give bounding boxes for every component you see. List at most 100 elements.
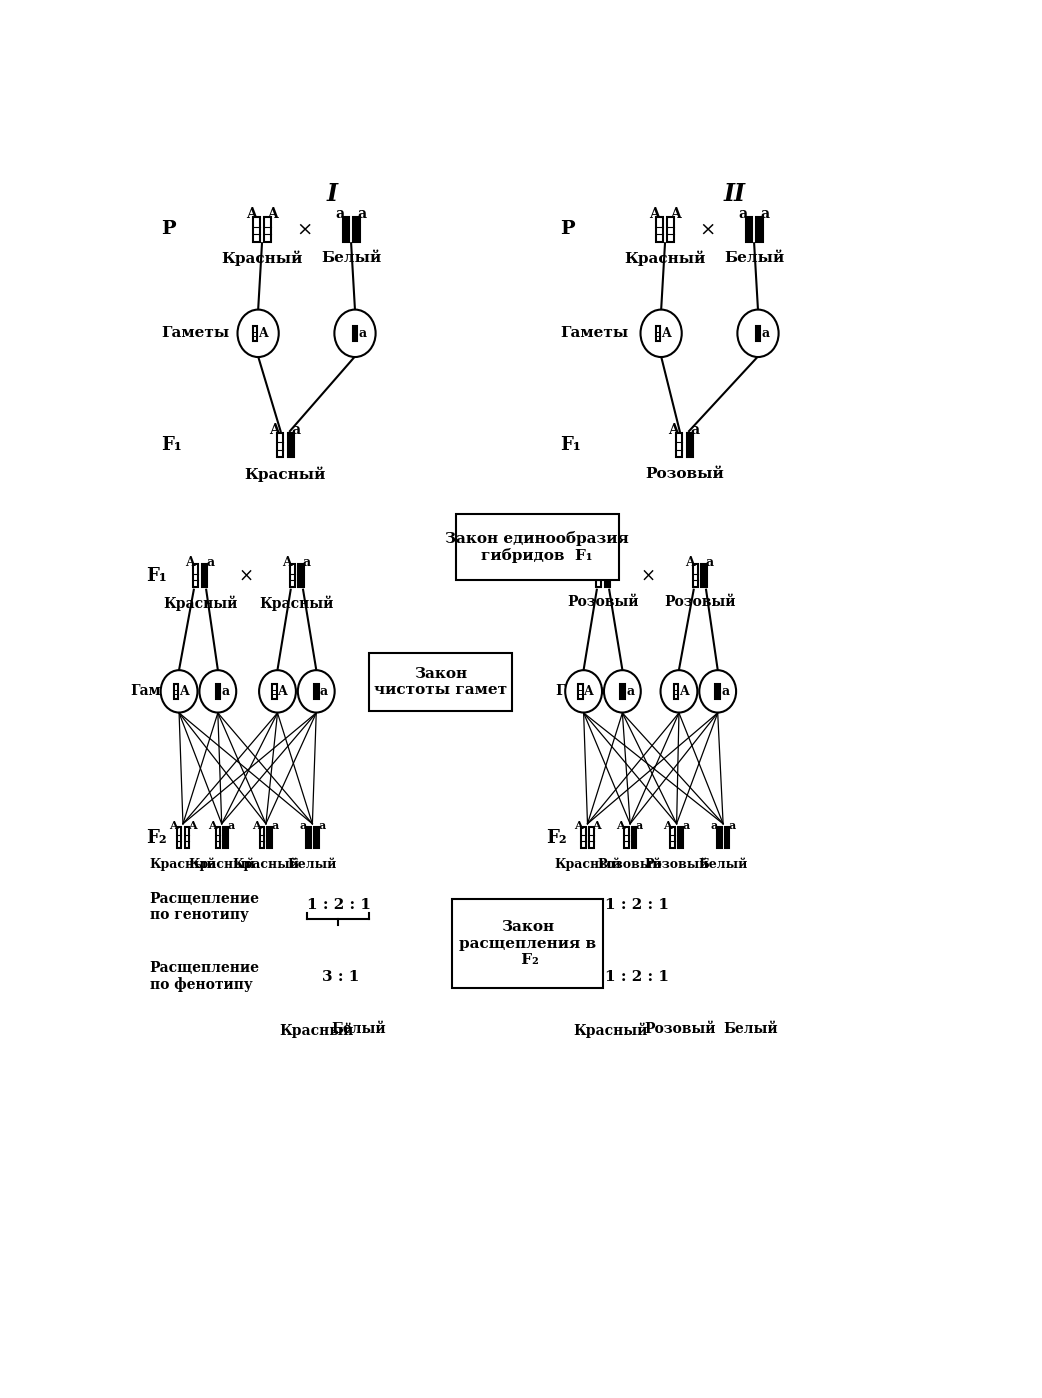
Bar <box>724 826 729 847</box>
Text: Красный: Красный <box>279 1022 353 1037</box>
Text: 1 : 2 : 1: 1 : 2 : 1 <box>605 898 669 911</box>
Text: ×: × <box>699 221 716 239</box>
Text: Розовый: Розовый <box>645 1022 716 1036</box>
Text: a: a <box>626 685 635 698</box>
Text: A: A <box>670 207 681 221</box>
Bar <box>290 565 295 587</box>
Text: a: a <box>728 819 736 830</box>
Text: F₂: F₂ <box>546 829 567 847</box>
Bar <box>589 826 594 847</box>
Text: a: a <box>683 819 690 830</box>
Bar <box>581 826 586 847</box>
Text: a: a <box>721 685 729 698</box>
Bar <box>343 217 349 242</box>
Text: Розовый: Розовый <box>664 596 736 610</box>
Bar <box>216 826 220 847</box>
Text: A: A <box>208 819 217 830</box>
Text: Закон
чистоты гамет: Закон чистоты гамет <box>374 667 507 696</box>
Text: Красный: Красный <box>189 858 255 871</box>
Bar <box>452 899 603 988</box>
Bar <box>755 326 761 341</box>
Bar <box>353 217 359 242</box>
Text: A: A <box>617 819 625 830</box>
Text: Розовый: Розовый <box>567 596 639 610</box>
Text: 1 : 2 : 1: 1 : 2 : 1 <box>605 970 669 984</box>
Bar <box>578 684 582 699</box>
Ellipse shape <box>259 670 296 713</box>
Bar <box>298 565 304 587</box>
Text: a: a <box>272 819 279 830</box>
Text: Красный: Красный <box>163 596 238 611</box>
Text: A: A <box>170 819 178 830</box>
Text: F₁: F₁ <box>162 436 182 454</box>
Text: a: a <box>318 819 325 830</box>
Text: Красный: Красный <box>624 250 705 267</box>
Bar <box>716 684 720 699</box>
Text: Гаметы: Гаметы <box>555 685 617 699</box>
Bar <box>268 826 272 847</box>
Text: A: A <box>584 685 593 698</box>
Text: A: A <box>269 422 279 436</box>
Text: Закон единообразия
гибридов  F₁: Закон единообразия гибридов F₁ <box>445 531 629 563</box>
Bar <box>314 684 319 699</box>
Text: A: A <box>593 819 601 830</box>
Text: II: II <box>724 182 746 206</box>
Text: P: P <box>162 221 176 239</box>
Text: Расщепление
по генотипу: Расщепление по генотипу <box>150 892 259 921</box>
Bar <box>369 653 513 710</box>
Text: A: A <box>588 555 598 569</box>
Bar <box>455 514 619 580</box>
Text: A: A <box>277 685 287 698</box>
Text: Красный: Красный <box>221 250 302 267</box>
Bar <box>701 565 706 587</box>
Text: a: a <box>711 819 718 830</box>
Ellipse shape <box>160 670 198 713</box>
Text: Красный: Красный <box>245 467 326 482</box>
Text: A: A <box>185 555 195 569</box>
Text: Белый: Белый <box>331 1022 387 1036</box>
Bar <box>193 565 198 587</box>
Bar <box>314 826 319 847</box>
Bar <box>756 217 763 242</box>
Text: a: a <box>303 555 311 569</box>
Bar <box>624 826 628 847</box>
Text: A: A <box>661 327 671 340</box>
Bar <box>306 826 311 847</box>
Text: Красный: Красный <box>554 858 621 871</box>
Ellipse shape <box>738 309 778 356</box>
Text: Закон
расщепления в
 F₂: Закон расщепления в F₂ <box>458 920 596 967</box>
Bar <box>184 826 190 847</box>
Text: A: A <box>663 819 672 830</box>
Text: F₂: F₂ <box>146 829 167 847</box>
Text: a: a <box>739 207 748 221</box>
Bar <box>201 565 207 587</box>
Text: Розовый: Розовый <box>645 467 724 481</box>
Text: a: a <box>609 555 617 569</box>
Text: a: a <box>299 819 306 830</box>
Text: A: A <box>574 819 582 830</box>
Ellipse shape <box>298 670 334 713</box>
Text: a: a <box>762 327 770 340</box>
Text: A: A <box>668 422 679 436</box>
Text: a: a <box>705 555 714 569</box>
Text: Белый: Белый <box>724 250 785 264</box>
Ellipse shape <box>565 670 602 713</box>
Bar <box>673 684 678 699</box>
Text: a: a <box>357 207 367 221</box>
Text: Гаметы: Гаметы <box>130 685 193 699</box>
Bar <box>670 826 675 847</box>
Text: a: a <box>292 422 301 436</box>
Bar <box>717 826 721 847</box>
Text: A: A <box>678 685 689 698</box>
Text: a: a <box>636 819 643 830</box>
Text: I: I <box>326 182 338 206</box>
Text: a: a <box>336 207 345 221</box>
Text: 1 : 2 : 1: 1 : 2 : 1 <box>307 898 371 911</box>
Text: A: A <box>282 555 292 569</box>
Text: Красный: Красный <box>149 858 217 871</box>
Text: a: a <box>358 327 367 340</box>
Text: Белый: Белый <box>723 1022 777 1036</box>
Bar <box>631 826 637 847</box>
Text: Гаметы: Гаметы <box>561 326 628 340</box>
Bar <box>174 684 178 699</box>
